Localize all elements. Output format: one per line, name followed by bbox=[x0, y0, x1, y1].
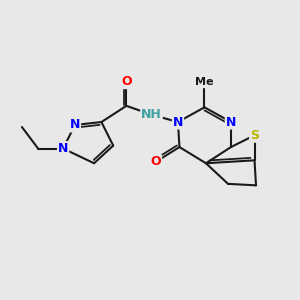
Text: O: O bbox=[121, 75, 132, 88]
Text: N: N bbox=[173, 116, 183, 128]
Text: NH: NH bbox=[141, 108, 162, 121]
Text: N: N bbox=[70, 118, 80, 131]
Text: N: N bbox=[58, 142, 68, 155]
Text: O: O bbox=[151, 155, 161, 168]
Text: S: S bbox=[250, 129, 259, 142]
Text: Me: Me bbox=[195, 77, 214, 87]
Text: N: N bbox=[226, 116, 236, 128]
